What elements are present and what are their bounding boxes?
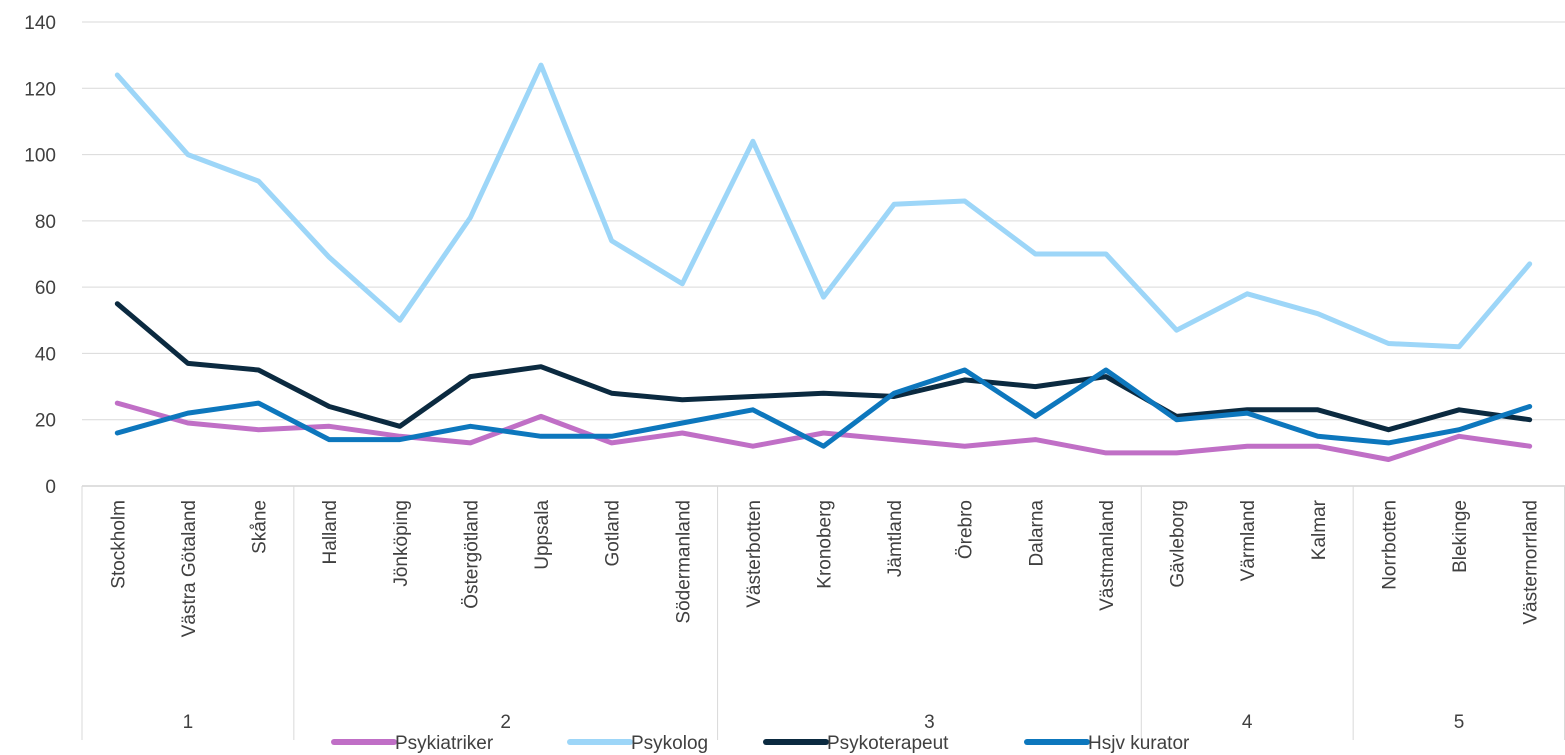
series-line-psykolog: [114, 62, 1533, 350]
x-tick-label: Skåne: [250, 500, 271, 554]
x-tick-label: Stockholm: [108, 500, 129, 589]
x-tick-label: Blekinge: [1450, 500, 1471, 573]
y-tick-label: 140: [24, 13, 56, 34]
x-tick-label: Kalmar: [1309, 499, 1330, 560]
legend-label: Hsjv kurator: [1088, 733, 1190, 754]
group-label: 5: [1454, 712, 1465, 733]
series-line-hsjv-kurator: [114, 367, 1533, 449]
group-label: 3: [924, 712, 935, 733]
x-tick-label: Gotland: [603, 500, 624, 567]
y-tick-label: 120: [24, 79, 56, 100]
x-axis: Stockholm Västra Götaland Skåne Halland Jönk…: [81, 485, 1565, 740]
x-tick-label: Jönköping: [391, 500, 412, 587]
x-tick-label: Västra Götaland: [179, 500, 200, 637]
x-tick-label: Gävleborg: [1168, 500, 1189, 588]
group-label: 1: [183, 712, 194, 733]
x-tick-label: Halland: [320, 500, 341, 564]
x-tick-label: Jämtland: [885, 500, 906, 577]
x-tick-label: Uppsala: [532, 500, 553, 570]
y-axis-ticks: 0 20 40 60 80 100 120 140: [24, 13, 56, 498]
x-tick-label: Västmanland: [1097, 500, 1118, 611]
x-tick-label: Kronoberg: [815, 500, 836, 589]
legend-label: Psykoterapeut: [827, 733, 949, 754]
legend: Psykiatriker Psykolog Psykoterapeut Hsjv ku…: [331, 733, 1190, 754]
y-tick-label: 0: [45, 477, 56, 498]
y-tick-label: 100: [24, 146, 56, 167]
series-line-psykiatriker: [114, 400, 1533, 462]
y-tick-label: 80: [35, 212, 56, 233]
legend-label: Psykolog: [631, 733, 708, 754]
gridlines: [82, 21, 1565, 421]
series-lines: [114, 62, 1533, 462]
y-tick-label: 60: [35, 278, 56, 299]
y-tick-label: 40: [35, 344, 56, 365]
x-tick-label: Södermanland: [673, 500, 694, 624]
x-tick-label: Västernorrland: [1521, 500, 1542, 625]
legend-label: Psykiatriker: [395, 733, 494, 754]
x-tick-label: Norrbotten: [1379, 500, 1400, 590]
x-tick-label: Östergötland: [461, 500, 482, 609]
group-label: 2: [500, 712, 511, 733]
x-tick-label: Västerbotten: [744, 500, 765, 608]
group-label: 4: [1242, 712, 1253, 733]
x-tick-label: Örebro: [956, 500, 977, 559]
series-line-psykoterapeut: [114, 301, 1533, 433]
x-tick-label: Dalarna: [1026, 500, 1047, 567]
y-tick-label: 20: [35, 411, 56, 432]
x-tick-label: Värmland: [1238, 500, 1259, 581]
